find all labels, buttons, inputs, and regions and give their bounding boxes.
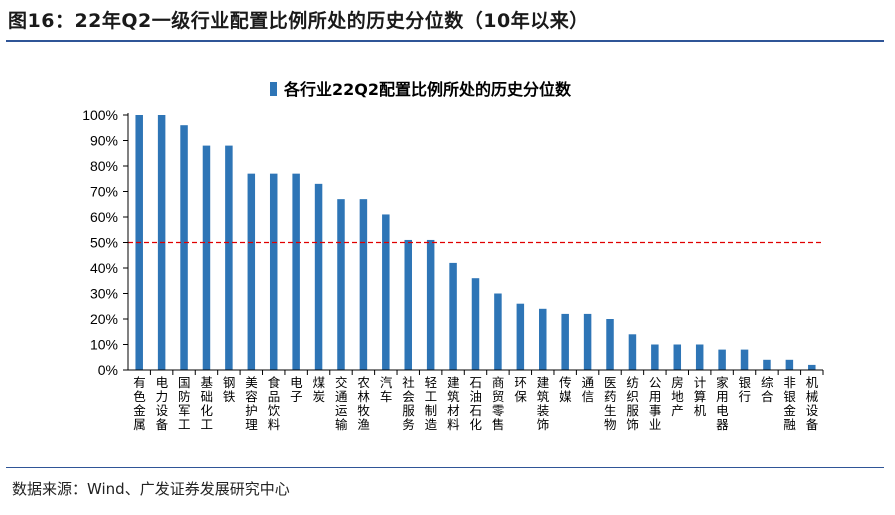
x-tick-label: 传媒 xyxy=(559,375,572,404)
bar xyxy=(583,313,592,370)
x-tick-label: 建筑材料 xyxy=(447,375,460,432)
figure-title: 图16：22年Q2一级行业配置比例所处的历史分位数（10年以来） xyxy=(8,10,589,32)
x-tick-label: 农林牧渔 xyxy=(357,375,370,432)
x-tick-label: 基础化工 xyxy=(200,375,213,432)
x-tick-label: 汽车 xyxy=(380,375,393,404)
y-tick-label: 70% xyxy=(90,184,118,200)
title-rule xyxy=(6,40,884,42)
bar xyxy=(561,313,569,370)
x-tick-label: 医药生物 xyxy=(604,375,617,432)
x-tick-label: 房地产 xyxy=(671,375,684,418)
y-tick-label: 40% xyxy=(90,260,118,276)
bar xyxy=(494,293,502,370)
x-tick-label: 美容护理 xyxy=(245,375,258,432)
x-tick-label: 交通运输 xyxy=(335,375,348,432)
bar xyxy=(740,349,749,370)
bar xyxy=(269,173,278,370)
bar xyxy=(202,145,211,370)
bar xyxy=(382,214,390,370)
x-tick-label: 煤炭 xyxy=(313,375,326,404)
x-tick-label: 钢铁 xyxy=(223,375,236,404)
y-tick-label: 0% xyxy=(98,362,118,378)
x-tick-label: 机械设备 xyxy=(806,375,819,432)
bar-chart: 0% 10% 20% 30% 40% 50% 60% 70% 80% 90% 100% 有色金属电力设… xyxy=(82,80,824,432)
source-note: 数据来源：Wind、广发证券发展研究中心 xyxy=(12,480,290,498)
x-tick-label: 有色金属 xyxy=(133,375,146,432)
legend-swatch xyxy=(270,82,277,96)
bar xyxy=(673,344,682,370)
bar xyxy=(426,239,435,370)
bar xyxy=(628,334,637,370)
x-tick-label: 建筑装饰 xyxy=(537,375,550,432)
x-tick-label: 石油石化 xyxy=(470,375,483,432)
y-tick-label: 90% xyxy=(90,133,118,149)
bar xyxy=(180,125,188,370)
bar xyxy=(225,145,233,370)
bar xyxy=(718,349,726,370)
bar xyxy=(651,344,659,370)
x-tick-label: 电力设备 xyxy=(156,375,169,432)
x-tick-label: 纺织服饰 xyxy=(626,375,639,432)
x-tick-label: 轻工制造 xyxy=(425,375,438,432)
bar xyxy=(449,262,457,370)
x-tick-label: 银行 xyxy=(739,375,752,404)
x-tick-label: 商贸零售 xyxy=(492,375,505,432)
y-tick-label: 10% xyxy=(90,337,118,353)
legend-label: 各行业22Q2配置比例所处的历史分位数 xyxy=(283,80,572,99)
y-tick-label: 80% xyxy=(90,158,118,174)
bar xyxy=(292,173,300,370)
bar xyxy=(314,183,323,370)
y-tick-label: 20% xyxy=(90,311,118,327)
bar xyxy=(337,199,345,370)
bar xyxy=(539,308,547,370)
bar xyxy=(359,199,368,370)
x-tick-label: 食品饮料 xyxy=(268,375,281,432)
x-tick-label: 通信 xyxy=(582,375,595,404)
bar xyxy=(785,359,794,370)
bar xyxy=(606,319,614,370)
x-tick-label: 综合 xyxy=(761,375,774,404)
source-rule xyxy=(6,467,884,468)
bar xyxy=(763,359,771,370)
bar xyxy=(808,364,816,370)
x-tick-label: 国防军工 xyxy=(178,375,191,432)
bar xyxy=(471,278,480,370)
x-tick-label: 电子 xyxy=(290,375,303,404)
y-tick-label: 100% xyxy=(82,107,118,123)
x-tick-label: 环保 xyxy=(514,375,527,404)
y-tick-label: 60% xyxy=(90,209,118,225)
bar xyxy=(516,303,525,370)
x-tick-label: 计算机 xyxy=(694,375,707,418)
x-tick-label: 公用事业 xyxy=(649,375,662,432)
bar xyxy=(695,344,704,370)
bar xyxy=(247,173,256,370)
y-tick-label: 30% xyxy=(90,286,118,302)
x-tick-label: 非银金融 xyxy=(783,375,796,432)
y-tick-label: 50% xyxy=(90,235,118,251)
x-tick-label: 社会服务 xyxy=(402,375,415,432)
bar xyxy=(404,239,412,370)
x-tick-label: 家用电器 xyxy=(716,375,729,432)
